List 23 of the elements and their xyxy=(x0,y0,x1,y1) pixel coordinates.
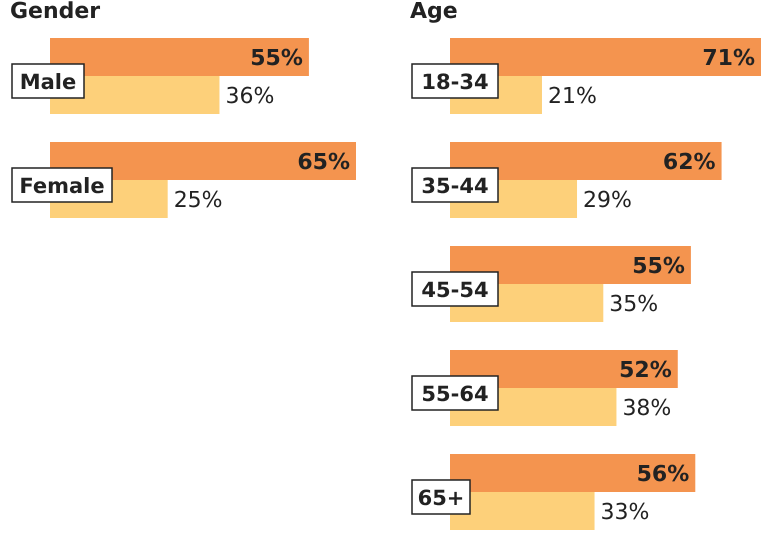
chart-title: Gender xyxy=(10,0,102,24)
data-label: 65% xyxy=(297,150,350,175)
y-tick-label: Male xyxy=(20,70,76,94)
y-tick-label: 35-44 xyxy=(421,174,489,198)
y-tick-label: Female xyxy=(19,174,105,198)
data-label: 55% xyxy=(632,254,685,279)
data-label: 35% xyxy=(609,292,658,317)
y-tick-label: 55-64 xyxy=(421,382,489,406)
y-tick-label: 65+ xyxy=(418,486,464,510)
chart-title: Age xyxy=(410,0,459,24)
data-label: 71% xyxy=(702,46,755,71)
y-tick-label: 45-54 xyxy=(421,278,489,302)
data-label: 29% xyxy=(583,188,632,213)
y-tick-label: 18-34 xyxy=(421,70,489,94)
data-label: 25% xyxy=(174,188,223,213)
data-label: 62% xyxy=(662,150,716,175)
data-label: 52% xyxy=(619,358,672,383)
data-label: 38% xyxy=(622,396,672,421)
data-label: 55% xyxy=(250,46,303,71)
data-label: 33% xyxy=(600,500,650,525)
data-label: 36% xyxy=(225,84,274,109)
data-label: 21% xyxy=(548,84,597,109)
data-label: 56% xyxy=(636,462,690,487)
